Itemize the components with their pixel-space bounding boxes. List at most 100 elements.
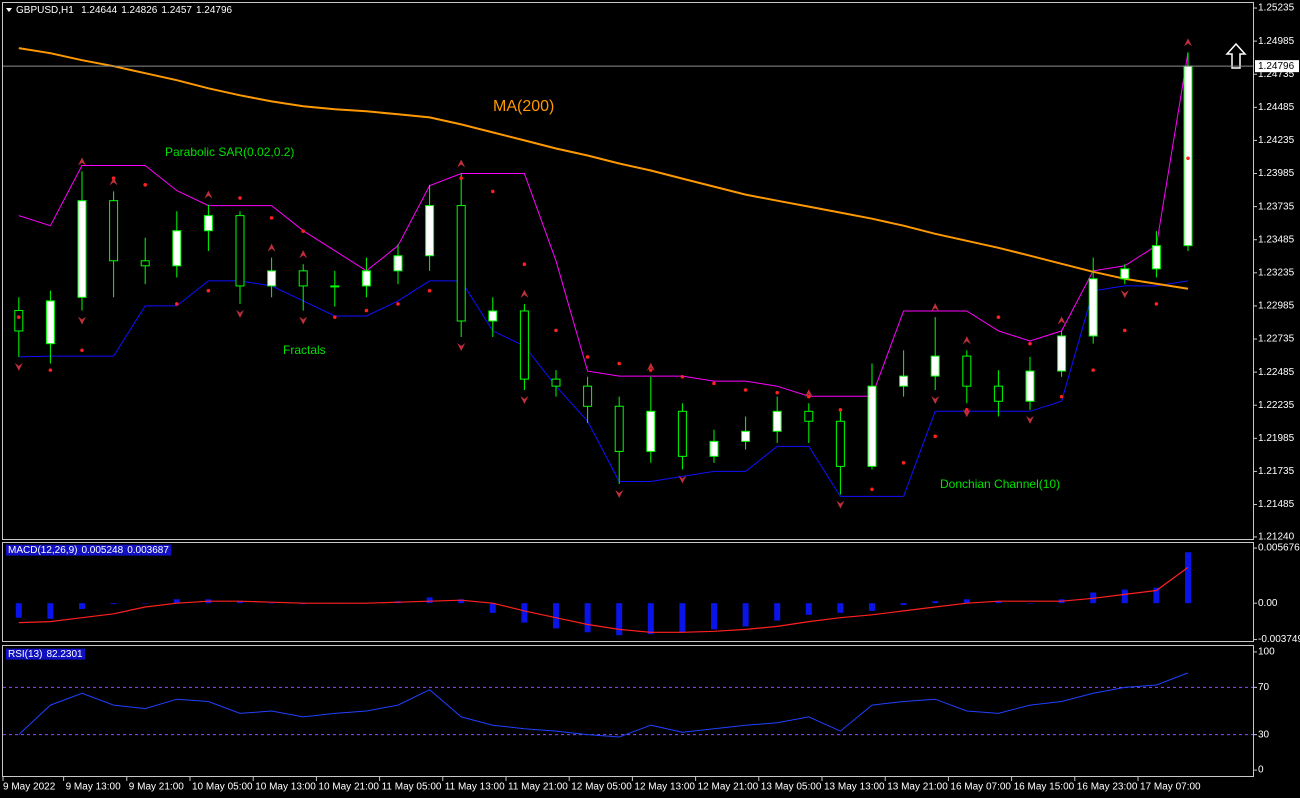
panel-title-name: RSI(13) xyxy=(8,649,42,660)
sar-dot xyxy=(996,315,1001,319)
sar-dot xyxy=(933,434,937,439)
sar-dot xyxy=(459,176,464,180)
candle-body xyxy=(1120,268,1130,280)
y-tick-label: 100 xyxy=(1258,647,1275,658)
fractal-up xyxy=(267,243,276,252)
menu-triangle[interactable] xyxy=(6,8,12,12)
macd-bar xyxy=(268,603,275,604)
macd-bar xyxy=(647,603,654,635)
macd-bar xyxy=(521,603,528,623)
sar-dot xyxy=(712,381,716,386)
macd-bar xyxy=(110,603,117,605)
current-price-box xyxy=(1255,60,1299,73)
macd-bar xyxy=(47,603,54,619)
sar-dot xyxy=(1154,302,1159,306)
x-tick-label: 10 May 13:00 xyxy=(255,782,316,793)
candle-body xyxy=(1088,278,1098,337)
x-tick-label: 11 May 21:00 xyxy=(508,782,568,793)
macd-bar xyxy=(237,601,243,604)
ma-line xyxy=(18,47,1189,290)
candle-body xyxy=(45,300,55,345)
candle-body xyxy=(1183,65,1193,247)
sar-dot xyxy=(870,487,874,492)
fractal-up xyxy=(457,159,466,168)
macd-bar xyxy=(963,599,970,604)
panel-title: MACD(12,26,9) 0.005248 0.003687 xyxy=(8,545,169,556)
header-ohlc-value: 1.2457 xyxy=(161,5,192,16)
sar-dot xyxy=(48,368,53,372)
macd-bar xyxy=(489,603,496,613)
fractal-up xyxy=(962,336,971,345)
fractal-down xyxy=(299,316,308,325)
x-tick-label: 16 May 23:00 xyxy=(1077,782,1138,793)
sar-dot xyxy=(17,315,21,319)
macd-bar xyxy=(679,603,686,633)
panel-title-value: 82.2301 xyxy=(46,649,83,660)
candle-body xyxy=(899,375,909,387)
donchian-upper xyxy=(18,52,1189,397)
macd-bar xyxy=(1027,603,1033,604)
y-tick-label: 1.21240 xyxy=(1258,532,1295,543)
panel-title-name: MACD(12,26,9) xyxy=(8,545,77,556)
candle-body xyxy=(614,405,624,452)
x-tick-label: 16 May 07:00 xyxy=(950,782,1011,793)
fractal-up xyxy=(204,190,213,199)
annotation: MA(200) xyxy=(493,98,554,115)
fractal-up xyxy=(299,250,308,259)
candle-body xyxy=(709,440,719,457)
fractal-down xyxy=(14,362,23,371)
sar-dot xyxy=(238,196,242,200)
fractal-down xyxy=(1120,290,1129,299)
sar-dot xyxy=(807,394,811,399)
macd-panel-frame xyxy=(2,542,1254,642)
candle-body xyxy=(804,410,814,422)
candle-body xyxy=(456,205,466,322)
candle-body xyxy=(109,200,119,262)
y-tick-label: 1.23485 xyxy=(1258,234,1295,245)
candle-body xyxy=(741,430,751,442)
macd-bar xyxy=(458,599,465,604)
annotation: Parabolic SAR(0.02,0.2) xyxy=(165,145,294,159)
sar-dot xyxy=(1091,368,1095,372)
x-tick-label: 12 May 05:00 xyxy=(571,782,632,793)
x-tick-label: 13 May 05:00 xyxy=(761,782,822,793)
macd-bar xyxy=(774,603,781,621)
macd-bar xyxy=(79,603,85,609)
fractal-down xyxy=(615,489,624,498)
fractal-down xyxy=(236,309,244,318)
sar-dot xyxy=(491,189,495,194)
candle-body xyxy=(1025,370,1035,402)
sar-dot xyxy=(1123,328,1127,333)
x-tick-label: 12 May 13:00 xyxy=(634,782,695,793)
x-tick-label: 9 May 21:00 xyxy=(129,782,184,793)
candle-body xyxy=(677,410,687,457)
fractal-up xyxy=(520,289,529,298)
candle-body xyxy=(930,355,940,377)
rsi-panel-frame xyxy=(2,645,1254,777)
macd-bar xyxy=(742,603,749,627)
macd-bar xyxy=(616,603,623,636)
candle-body xyxy=(1151,245,1161,270)
candle-body xyxy=(835,420,845,467)
sar-dot xyxy=(554,328,558,333)
macd-bar xyxy=(932,601,939,604)
candle-body xyxy=(962,355,972,387)
y-tick-label: 1.24485 xyxy=(1258,102,1295,113)
macd-signal-line xyxy=(18,566,1189,633)
macd-bar xyxy=(869,603,875,611)
sar-dot xyxy=(364,308,369,313)
fractal-down xyxy=(78,316,86,325)
y-tick-label: 1.24735 xyxy=(1258,69,1295,80)
macd-bar xyxy=(805,603,812,615)
fractal-up xyxy=(109,177,118,186)
sar-dot xyxy=(680,374,685,379)
sar-dot xyxy=(206,288,211,293)
sar-dot xyxy=(649,368,653,372)
sar-dot xyxy=(1186,156,1190,161)
macd-bar xyxy=(142,603,149,604)
panel-title-value: 0.005248 xyxy=(81,545,123,556)
y-tick-label: 0.00 xyxy=(1258,598,1278,609)
panel-title-box xyxy=(6,544,172,556)
